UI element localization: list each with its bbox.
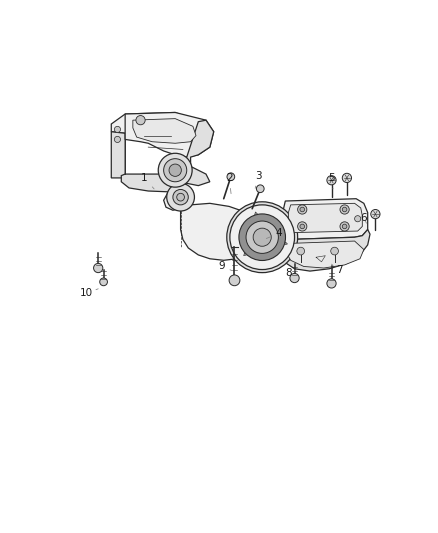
- Circle shape: [342, 224, 347, 229]
- Circle shape: [331, 247, 339, 255]
- Text: 4: 4: [266, 228, 283, 238]
- Circle shape: [246, 221, 279, 253]
- Polygon shape: [164, 189, 193, 211]
- Circle shape: [239, 214, 286, 261]
- Polygon shape: [121, 174, 187, 192]
- Polygon shape: [111, 112, 201, 137]
- Circle shape: [136, 116, 145, 125]
- Circle shape: [298, 222, 307, 231]
- Circle shape: [177, 193, 184, 201]
- Polygon shape: [283, 199, 367, 239]
- Circle shape: [256, 185, 264, 192]
- Circle shape: [227, 202, 298, 273]
- Text: 7: 7: [332, 264, 343, 276]
- Circle shape: [229, 275, 240, 286]
- Text: 6: 6: [360, 213, 367, 223]
- Circle shape: [342, 207, 347, 212]
- Polygon shape: [111, 132, 125, 178]
- Circle shape: [158, 154, 192, 187]
- Polygon shape: [244, 253, 247, 256]
- Polygon shape: [254, 212, 258, 215]
- Circle shape: [298, 205, 307, 214]
- Circle shape: [340, 222, 349, 231]
- Text: 8: 8: [285, 269, 296, 278]
- Circle shape: [167, 183, 194, 211]
- Circle shape: [290, 273, 299, 282]
- Circle shape: [327, 175, 336, 185]
- Polygon shape: [288, 203, 362, 232]
- Circle shape: [173, 189, 188, 205]
- Text: 2: 2: [226, 173, 233, 193]
- Polygon shape: [133, 119, 196, 143]
- Circle shape: [355, 216, 361, 222]
- Polygon shape: [177, 120, 214, 185]
- Text: 5: 5: [328, 173, 335, 189]
- Circle shape: [253, 228, 271, 246]
- Text: 9: 9: [218, 261, 232, 271]
- Circle shape: [230, 205, 294, 270]
- Polygon shape: [282, 230, 370, 271]
- Polygon shape: [285, 242, 287, 245]
- Text: 10: 10: [80, 288, 98, 298]
- Text: 3: 3: [255, 171, 261, 188]
- Circle shape: [297, 247, 304, 255]
- Polygon shape: [180, 203, 262, 260]
- Polygon shape: [125, 112, 214, 157]
- Circle shape: [100, 278, 107, 286]
- Circle shape: [342, 173, 352, 182]
- Circle shape: [327, 279, 336, 288]
- Circle shape: [114, 126, 120, 133]
- Circle shape: [164, 159, 187, 182]
- Circle shape: [300, 224, 304, 229]
- Polygon shape: [285, 241, 364, 268]
- Text: 1: 1: [141, 173, 154, 189]
- Circle shape: [94, 263, 103, 273]
- Circle shape: [340, 205, 349, 214]
- Circle shape: [371, 209, 380, 219]
- Circle shape: [300, 207, 304, 212]
- Circle shape: [114, 136, 120, 142]
- Circle shape: [227, 173, 235, 181]
- Circle shape: [169, 164, 181, 176]
